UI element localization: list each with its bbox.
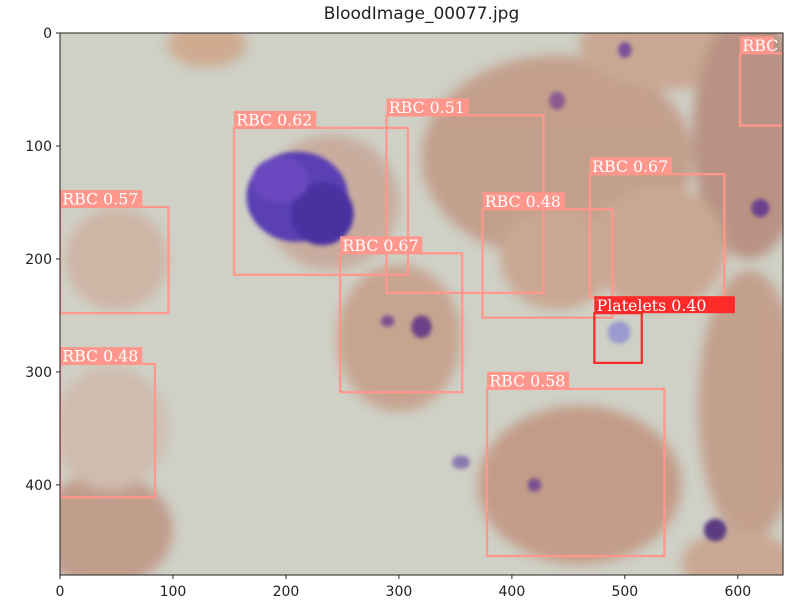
detection-rbc: RBC 0.62 [232, 110, 410, 276]
detection-rbc: RBC 0.67 [339, 236, 464, 394]
x-tick-label: 200 [273, 584, 300, 600]
y-tick-label: 300 [25, 365, 52, 381]
label-background [589, 157, 673, 175]
label-background [233, 110, 317, 128]
detection-label: RBC 0.67 [592, 157, 668, 176]
detection-label: RBC 0.51 [389, 98, 465, 117]
detection-label: Platelets 0.40 [597, 296, 707, 315]
x-tick-label: 100 [160, 584, 187, 600]
label-background [740, 36, 774, 54]
label-background [487, 371, 570, 389]
detection-rbc: RBC 0.51 [385, 98, 545, 294]
label-background [482, 192, 565, 210]
y-tick-label: 200 [25, 252, 52, 268]
detection-rbc: RBC [738, 36, 784, 127]
detection-rbc: RBC 0.58 [485, 371, 666, 558]
detection-label: RBC 0.48 [485, 192, 561, 211]
x-tick-label: 600 [724, 584, 751, 600]
label-background [594, 296, 735, 314]
detection-label: RBC 0.58 [489, 372, 565, 391]
label-background [60, 347, 143, 365]
bounding-box [485, 387, 666, 558]
label-background [60, 190, 143, 207]
detection-label: RBC 0.62 [236, 111, 312, 130]
bounding-box [232, 126, 410, 276]
detection-label: RBC 0.67 [342, 236, 418, 255]
x-tick-label: 0 [56, 584, 65, 600]
detection-label: RBC 0.48 [62, 347, 138, 366]
y-tick-label: 0 [43, 26, 52, 42]
detection-layer: RBC 0.62 RBC 0.51 RBC 0.57 RBC 0.67 RBC 0.48… [60, 36, 784, 558]
y-tick-label: 100 [25, 139, 52, 155]
detection-label: RBC 0.57 [62, 190, 138, 209]
x-tick-label: 300 [386, 584, 413, 600]
label-background [386, 98, 469, 116]
detection-label: RBC [742, 36, 778, 55]
detection-rbc: RBC 0.57 [60, 190, 170, 315]
x-tick-label: 500 [611, 584, 638, 600]
microscope-image [60, 33, 784, 576]
figure-title: BloodImage_00077.jpg [323, 4, 520, 24]
label-background [340, 236, 423, 254]
x-tick-label: 400 [499, 584, 526, 600]
y-tick-label: 400 [25, 478, 52, 494]
axes-frame [59, 32, 784, 576]
detection-rbc: RBC 0.48 [481, 192, 614, 319]
detection-platelets: Platelets 0.40 [593, 296, 735, 365]
axis-ticks: 0 100 200 300 400 500 600 0 100 200 300 400 [25, 26, 751, 600]
detection-rbc: RBC 0.48 [60, 347, 157, 499]
